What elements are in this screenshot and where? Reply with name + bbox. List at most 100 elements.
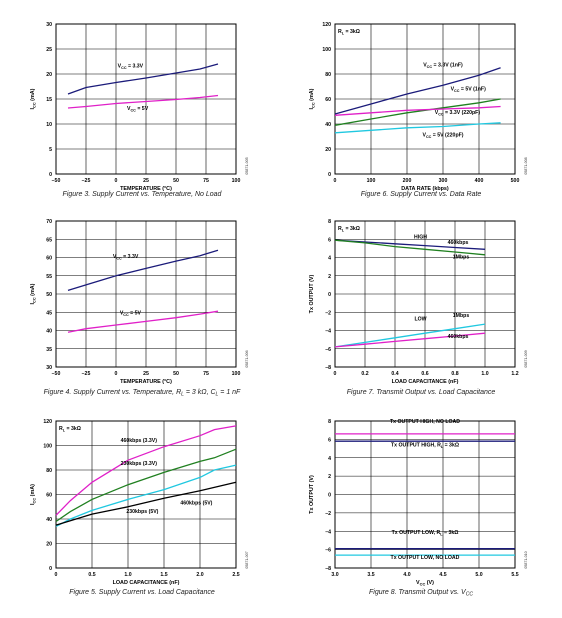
y-tick-label: 0 [328,292,331,298]
y-tick-label: 30 [46,365,52,371]
y-tick-label: 6 [328,237,331,243]
x-axis-label: LOAD CAPACITANCE (nF) [392,379,459,385]
chart-fig7: 0 0.2 0.4 0.6 0.8 1.0 1.2 –8 –6 –4 –2 0 2 4 6 8 LOAD CAP… [309,219,528,396]
x-tick-label: 3.0 [331,572,338,578]
annotation-label: Tx OUTPUT LOW, NO LOAD [391,555,460,561]
annotation-label: VCC​ = 3.3V [113,254,139,261]
y-tick-label: 80 [325,72,331,78]
series-line [334,239,486,250]
annotation-label: 460kbps (5V) [180,500,212,506]
annotation-label: Tx OUTPUT HIGH, NO LOAD [390,419,460,425]
side-code: 05871-006 [245,350,249,367]
y-tick-label: 0 [328,493,331,499]
plot-frame [55,420,237,569]
figure-caption: Figure 4. Supply Current vs. Temperature… [44,389,241,398]
series-line [55,448,237,523]
x-axis-label: TEMPERATURE (°C) [120,186,172,192]
y-tick-label: 40 [46,329,52,335]
series-line [55,464,237,527]
x-tick-label: 0 [334,371,337,377]
y-tick-label: 60 [325,97,331,103]
x-tick-label: 100 [367,178,376,184]
y-tick-label: 60 [46,493,52,499]
annotation-label: VCC​ = 5V (220pF) [422,133,463,140]
x-tick-label: 75 [203,371,209,377]
x-tick-label: 500 [511,178,520,184]
annotation-label: VCC​ = 3.3V (220pF) [435,110,481,117]
y-tick-label: 50 [46,292,52,298]
series-line [334,332,486,348]
y-tick-label: 120 [322,22,331,28]
x-tick-label: 75 [203,178,209,184]
y-axis-label: ICC​ (mA) [30,484,37,505]
x-tick-label: 0 [115,178,118,184]
plot-frame [55,23,237,175]
annotation-label: VCC​ = 5V [127,106,149,113]
x-tick-label: 300 [439,178,448,184]
y-tick-label: 70 [46,219,52,225]
y-tick-label: –8 [325,566,331,572]
annotation-label: 230kbps (5V) [126,509,158,515]
y-tick-label: 80 [46,468,52,474]
y-tick-label: 8 [328,419,331,425]
y-tick-label: 40 [46,517,52,523]
y-tick-label: 120 [43,419,52,425]
figure-caption: Figure 7. Transmit Output vs. Load Capac… [347,389,496,396]
side-code: 05871-007 [245,551,249,568]
x-tick-label: 0 [55,572,58,578]
annotation-label: LOW [414,316,426,322]
annotation-label: HIGH [414,234,427,240]
y-tick-label: 100 [322,47,331,53]
x-tick-label: 100 [232,178,241,184]
y-tick-label: 4 [328,256,331,262]
y-tick-label: 4 [328,456,331,462]
y-tick-label: –2 [325,511,331,517]
chart-note: RL​ = 3kΩ [338,226,360,233]
x-tick-label: 3.5 [367,572,374,578]
figure-caption: Figure 8. Transmit Output vs. VCC​ [369,589,473,598]
plot-frame [334,23,516,175]
x-tick-label: 0.4 [391,371,398,377]
figure-caption: Figure 3. Supply Current vs. Temperature… [63,191,223,198]
y-tick-label: 10 [46,122,52,128]
annotation-label: VCC​ = 3.3V (1nF) [423,63,463,70]
x-axis-label: DATA RATE (kbps) [401,186,449,192]
y-tick-label: –8 [325,365,331,371]
series-line [67,249,219,292]
x-tick-label: 200 [403,178,412,184]
y-tick-label: 60 [46,256,52,262]
x-tick-label: –50 [52,178,61,184]
y-axis-label: ICC​ (mA) [30,88,37,109]
y-axis-label: ICC​ (mA) [30,283,37,304]
x-axis-label: VCC​ (V) [416,580,434,587]
side-code: 05871-009 [524,350,528,367]
y-tick-label: 6 [328,437,331,443]
series-line [67,63,219,95]
y-tick-label: –4 [325,529,331,535]
annotation-label: 1Mbps [453,254,470,260]
x-tick-label: 5.0 [475,572,482,578]
side-code: 05871-010 [524,551,528,568]
x-tick-label: 25 [143,178,149,184]
x-tick-label: 50 [173,178,179,184]
y-tick-label: 0 [328,172,331,178]
x-tick-label: 0 [115,371,118,377]
y-tick-label: 20 [46,542,52,548]
y-tick-label: 0 [49,566,52,572]
x-tick-label: 4.0 [403,572,410,578]
annotation-label: VCC​ = 5V [120,310,142,317]
chart-note: RL​ = 3kΩ [59,426,81,433]
x-tick-label: 1.2 [511,371,518,377]
x-tick-label: 100 [232,371,241,377]
y-tick-label: 45 [46,310,52,316]
annotation-label: 460kbps [448,334,469,340]
series-line [67,94,219,109]
annotation-label: Tx OUTPUT HIGH, RL​ = 3kΩ [391,443,459,450]
annotation-label: 230kbps (3.3V) [121,461,158,467]
y-tick-label: 25 [46,47,52,53]
y-axis-label: Tx OUTPUT (V) [309,274,315,313]
side-code: 05871-008 [524,157,528,174]
y-tick-label: 15 [46,97,52,103]
x-tick-label: 5.5 [511,572,518,578]
annotation-label: VCC​ = 5V (1nF) [451,86,487,93]
